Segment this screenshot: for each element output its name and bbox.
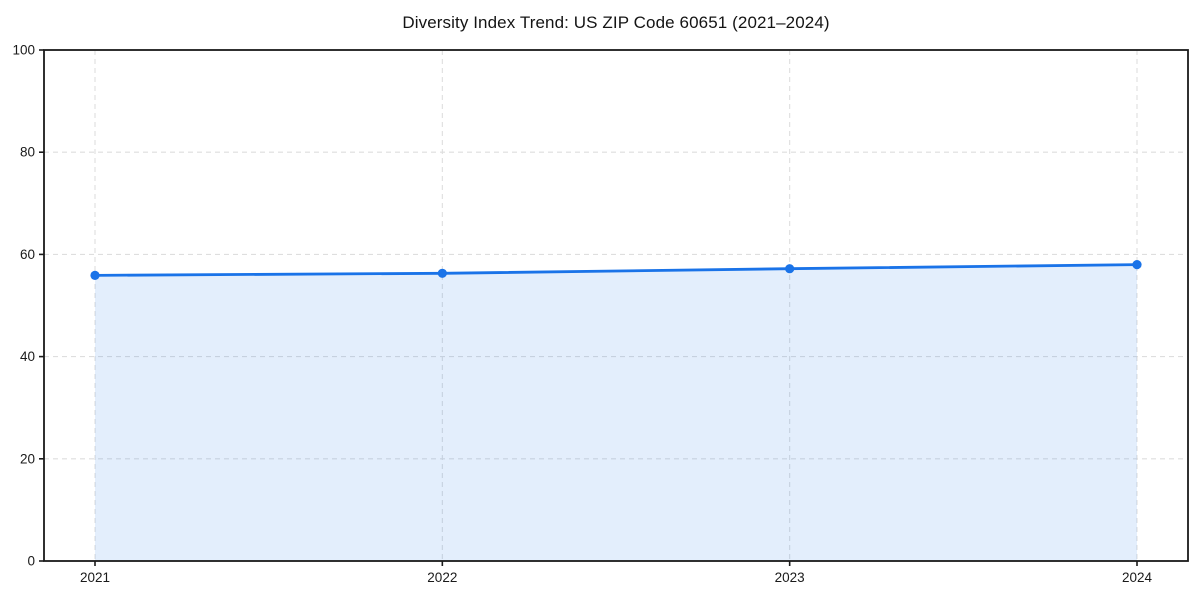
y-ticklabel-60: 60 — [20, 247, 35, 262]
y-ticklabel-100: 100 — [12, 43, 35, 58]
y-ticklabel-80: 80 — [20, 145, 35, 160]
y-ticklabel-40: 40 — [20, 349, 35, 364]
data-point-2024 — [1132, 260, 1142, 270]
x-ticklabel-2023: 2023 — [775, 570, 805, 585]
data-point-2022 — [437, 268, 447, 278]
data-point-2021 — [90, 270, 100, 280]
x-ticklabel-2021: 2021 — [80, 570, 110, 585]
x-ticklabel-2022: 2022 — [427, 570, 457, 585]
series-area-fill — [95, 264, 1137, 561]
y-ticklabel-0: 0 — [27, 554, 35, 569]
chart-title: Diversity Index Trend: US ZIP Code 60651… — [402, 13, 830, 32]
axes-spines — [43, 49, 1189, 562]
data-point-2023 — [785, 264, 795, 274]
series-line — [93, 263, 1139, 277]
x-ticklabel-2024: 2024 — [1122, 570, 1153, 585]
y-ticklabel-20: 20 — [20, 451, 35, 466]
